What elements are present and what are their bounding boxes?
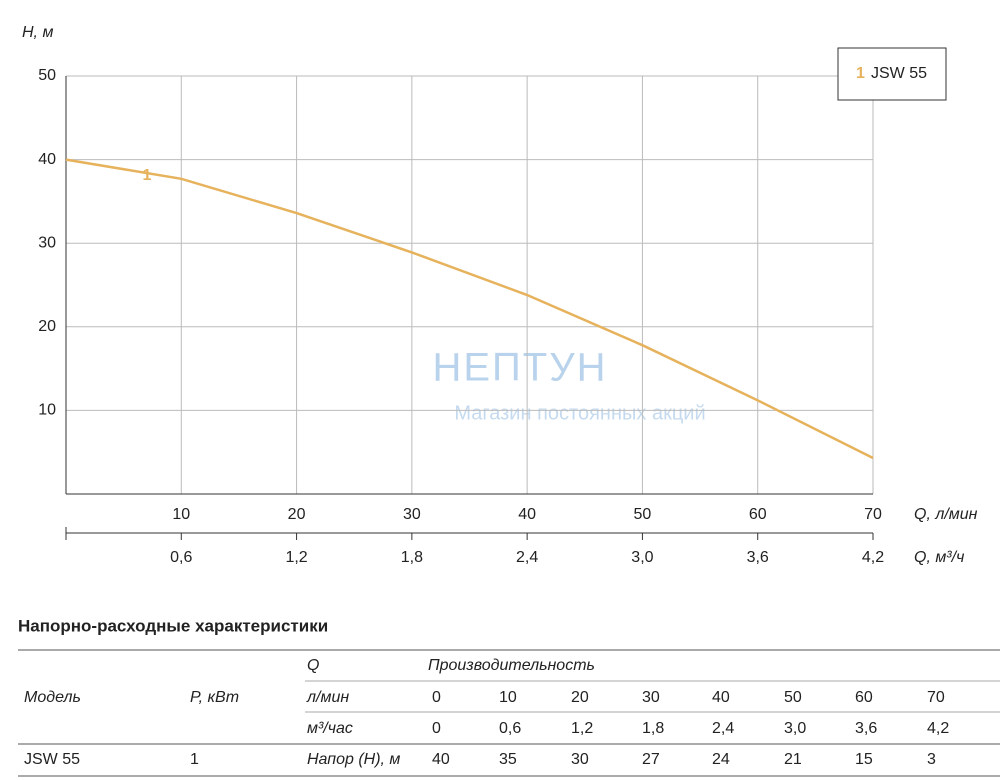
table-cell: JSW 55 [24,751,80,768]
x2-tick-label: 2,4 [516,549,538,566]
table-cell: 30 [571,751,589,768]
table-cell: 0 [432,720,441,737]
table-cell: 70 [927,689,945,706]
legend-marker: 1 [856,65,865,82]
table-cell: 50 [784,689,802,706]
table-cell: 15 [855,751,873,768]
table-header: P, кВт [190,689,239,706]
table-row-label: л/мин [306,689,349,706]
table-cell: 4,2 [927,720,949,737]
x-tick-label: 60 [749,506,767,523]
y-tick-label: 30 [38,234,56,251]
table-title: Напорно-расходные характеристики [18,616,328,635]
table-header: Модель [24,689,81,706]
x-tick-label: 10 [172,506,190,523]
table-row-label: м³/час [307,720,353,737]
y-tick-label: 10 [38,402,56,419]
table-cell: 10 [499,689,517,706]
x2-tick-label: 3,6 [747,549,769,566]
x2-tick-label: 0,6 [170,549,192,566]
y-tick-label: 50 [38,67,56,84]
table-cell: 40 [432,751,450,768]
x2-axis-label: Q, м³/ч [914,549,964,566]
x2-tick-label: 3,0 [631,549,653,566]
x2-tick-label: 4,2 [862,549,884,566]
y-axis-label: H, м [22,24,53,41]
x-tick-label: 30 [403,506,421,523]
x-tick-label: 40 [518,506,536,523]
watermark-subtitle: Магазин постоянных акций [454,402,705,424]
table-cell: 35 [499,751,517,768]
table-cell: 60 [855,689,873,706]
table-cell: 1 [190,751,199,768]
table-cell: 20 [571,689,589,706]
x-tick-label: 20 [288,506,306,523]
table-cell: 27 [642,751,660,768]
x2-tick-label: 1,2 [285,549,307,566]
legend-box [837,47,947,101]
table-cell: 0 [432,689,441,706]
table-lines [18,649,1000,777]
y-tick-label: 40 [38,151,56,168]
table-cell: 1,8 [642,720,664,737]
table-cell: 3 [927,751,936,768]
x-axis-label: Q, л/мин [914,506,978,523]
x-tick-label: 70 [864,506,882,523]
table-cell: Напор (H), м [307,751,400,768]
table-cell: 30 [642,689,660,706]
table-cell: 24 [712,751,730,768]
watermark-title: НЕПТУН [432,346,607,390]
table-cell: 21 [784,751,802,768]
curve-label: 1 [143,167,152,184]
legend-label: JSW 55 [871,65,927,82]
table-cell: 2,4 [712,720,734,737]
table-cell: 3,0 [784,720,806,737]
table-header: Q [307,657,319,674]
curve [65,158,874,460]
table-header: Производительность [428,657,595,674]
y-tick-label: 20 [38,318,56,335]
table-cell: 0,6 [499,720,521,737]
table-cell: 1,2 [571,720,593,737]
x2-tick-label: 1,8 [401,549,423,566]
table-cell: 3,6 [855,720,877,737]
table-cell: 40 [712,689,730,706]
x-tick-label: 50 [634,506,652,523]
